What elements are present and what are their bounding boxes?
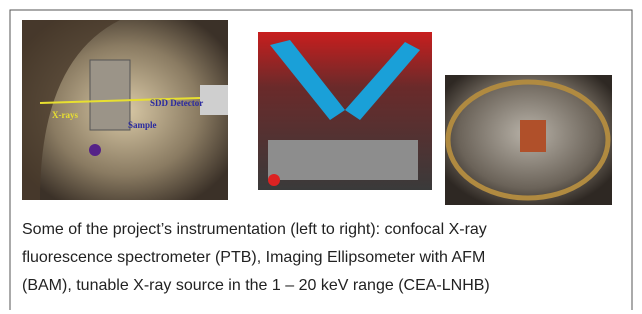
photo-ellipsometer — [258, 32, 432, 190]
page: X-rays SDD Detector Sample Some of the p… — [0, 0, 642, 314]
caption-line: (BAM), tunable X-ray source in the 1 – 2… — [22, 277, 490, 294]
label-x-rays: X-rays — [52, 110, 78, 120]
label-sample: Sample — [128, 120, 157, 130]
caption-line: fluorescence spectrometer (PTB), Imaging… — [22, 249, 485, 266]
photo-xray-source — [445, 75, 612, 205]
caption-line: Some of the project’s instrumentation (l… — [22, 221, 487, 238]
figure: X-rays SDD Detector Sample Some of the p… — [0, 0, 642, 314]
label-detector: SDD Detector — [150, 98, 203, 108]
photo-spectrometer: X-rays SDD Detector Sample — [22, 20, 228, 200]
